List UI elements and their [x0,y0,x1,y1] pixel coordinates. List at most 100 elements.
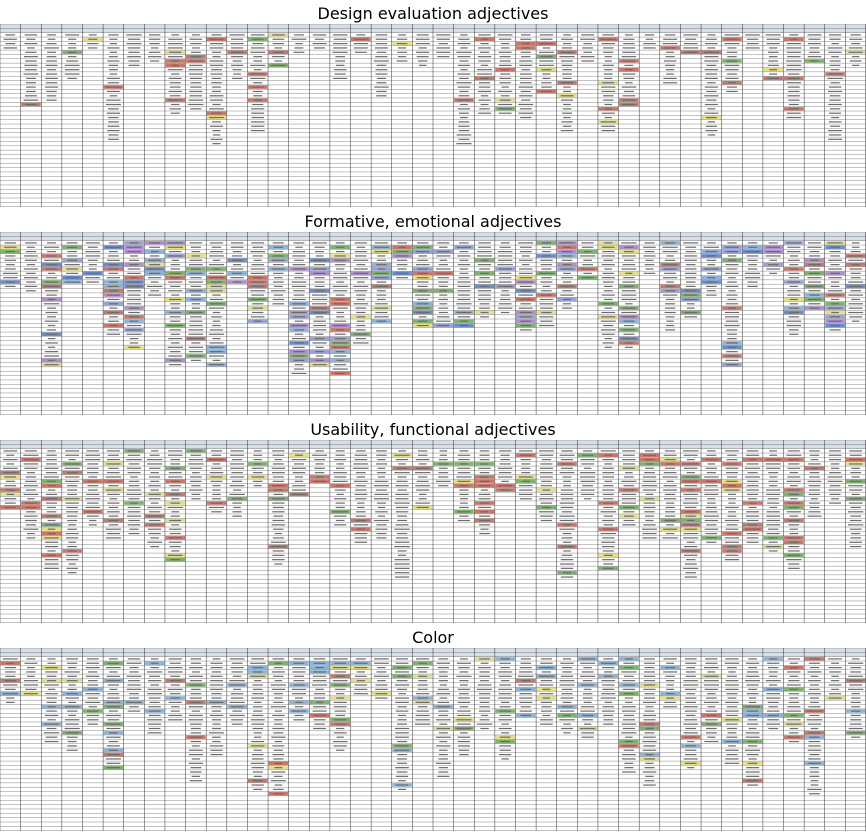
cell-text-mark [332,480,348,482]
cell-text-mark [685,285,696,287]
cell-text-mark [292,303,306,305]
cell-text-mark [541,246,551,248]
cell-text-mark [788,316,800,318]
cell-text-mark [148,706,161,708]
cell-text-mark [828,667,842,669]
cell-text-mark [644,511,655,513]
cell-text-mark [480,528,489,530]
cell-text-mark [706,99,717,101]
cell-text-mark [727,338,737,340]
cell-text-mark [396,658,409,660]
cell-text-mark [415,485,431,487]
cell-text-mark [396,775,409,777]
cell-text-mark [766,693,781,695]
cell-text-mark [786,320,802,322]
cell-text-mark [64,467,80,469]
cell-text-mark [666,320,674,322]
cell-text-mark [106,532,121,535]
cell-text-mark [168,537,182,539]
cell-text-mark [47,359,56,361]
cell-text-mark [250,268,265,270]
cell-text-mark [497,285,513,287]
cell-text-mark [520,90,531,93]
cell-text-mark [294,476,304,478]
cell-text-mark [642,537,657,539]
cell-text-mark [769,73,778,75]
cell-text-mark [725,355,739,357]
cell-text-mark [540,463,553,465]
cell-text-mark [728,502,736,504]
cell-text-mark [849,680,863,682]
cell-text-mark [727,281,737,283]
cell-text-mark [642,489,657,491]
cell-text-mark [622,680,636,682]
cell-text-mark [745,706,761,708]
cell-text-mark [786,82,802,84]
cell-text-mark [519,454,532,456]
cell-text-mark [252,277,263,279]
cell-text-mark [67,740,77,743]
cell-text-mark [622,463,635,465]
cell-text-mark [250,121,265,123]
cell-text-mark [394,567,410,569]
cell-text-mark [335,467,345,469]
cell-text-mark [355,338,366,340]
cell-text-mark [746,780,759,782]
cell-text-mark [210,281,223,283]
cell-text-mark [459,493,469,495]
cell-text-mark [150,502,159,504]
cell-text-mark [622,281,636,283]
cell-text-mark [726,90,738,93]
cell-text-mark [561,259,573,261]
cell-text-mark [333,69,347,71]
cell-text-mark [315,359,324,361]
cell-text-mark [251,112,265,114]
cell-text-mark [788,272,800,274]
cell-text-mark [44,524,59,526]
cell-text-mark [829,60,841,62]
cell-text-mark [127,658,141,660]
cell-text-mark [66,658,79,660]
cell-text-mark [47,38,56,40]
cell-text-mark [128,680,140,682]
cell-text-mark [665,506,675,509]
cell-text-mark [170,684,180,686]
cell-text-mark [829,450,841,452]
cell-text-mark [499,714,511,717]
cell-text-mark [273,493,284,495]
cell-text-mark [828,51,842,53]
cell-text-mark [190,662,201,664]
cell-text-mark [684,528,698,530]
cell-text-mark [683,298,699,301]
cell-text-mark [397,688,408,690]
cell-text-mark [417,242,429,244]
cell-text-mark [624,246,634,248]
cell-text-mark [190,43,202,45]
cell-text-mark [293,719,305,721]
cell-text-mark [128,485,140,487]
cell-text-mark [499,298,511,301]
cell-text-mark [458,95,470,97]
cell-text-mark [395,506,409,509]
cell-text-mark [270,546,286,548]
cell-text-mark [211,454,222,456]
cell-text-mark [148,51,161,53]
cell-text-mark [560,493,574,495]
cell-text-mark [623,320,635,322]
cell-text-mark [106,736,121,738]
cell-text-mark [190,454,202,456]
cell-text-mark [563,103,571,106]
cell-text-mark [583,51,592,53]
cell-text-mark [808,264,821,266]
cell-text-mark [232,281,242,283]
cell-text-mark [272,519,285,522]
cell-text-mark [64,727,80,730]
cell-text-mark [665,69,675,71]
cell-text-mark [520,290,531,292]
cell-text-mark [167,506,183,509]
cell-text-mark [23,277,38,279]
cell-text-mark [47,316,57,318]
cell-text-mark [458,121,470,123]
cell-text-mark [665,532,675,535]
cell-text-mark [354,459,368,461]
